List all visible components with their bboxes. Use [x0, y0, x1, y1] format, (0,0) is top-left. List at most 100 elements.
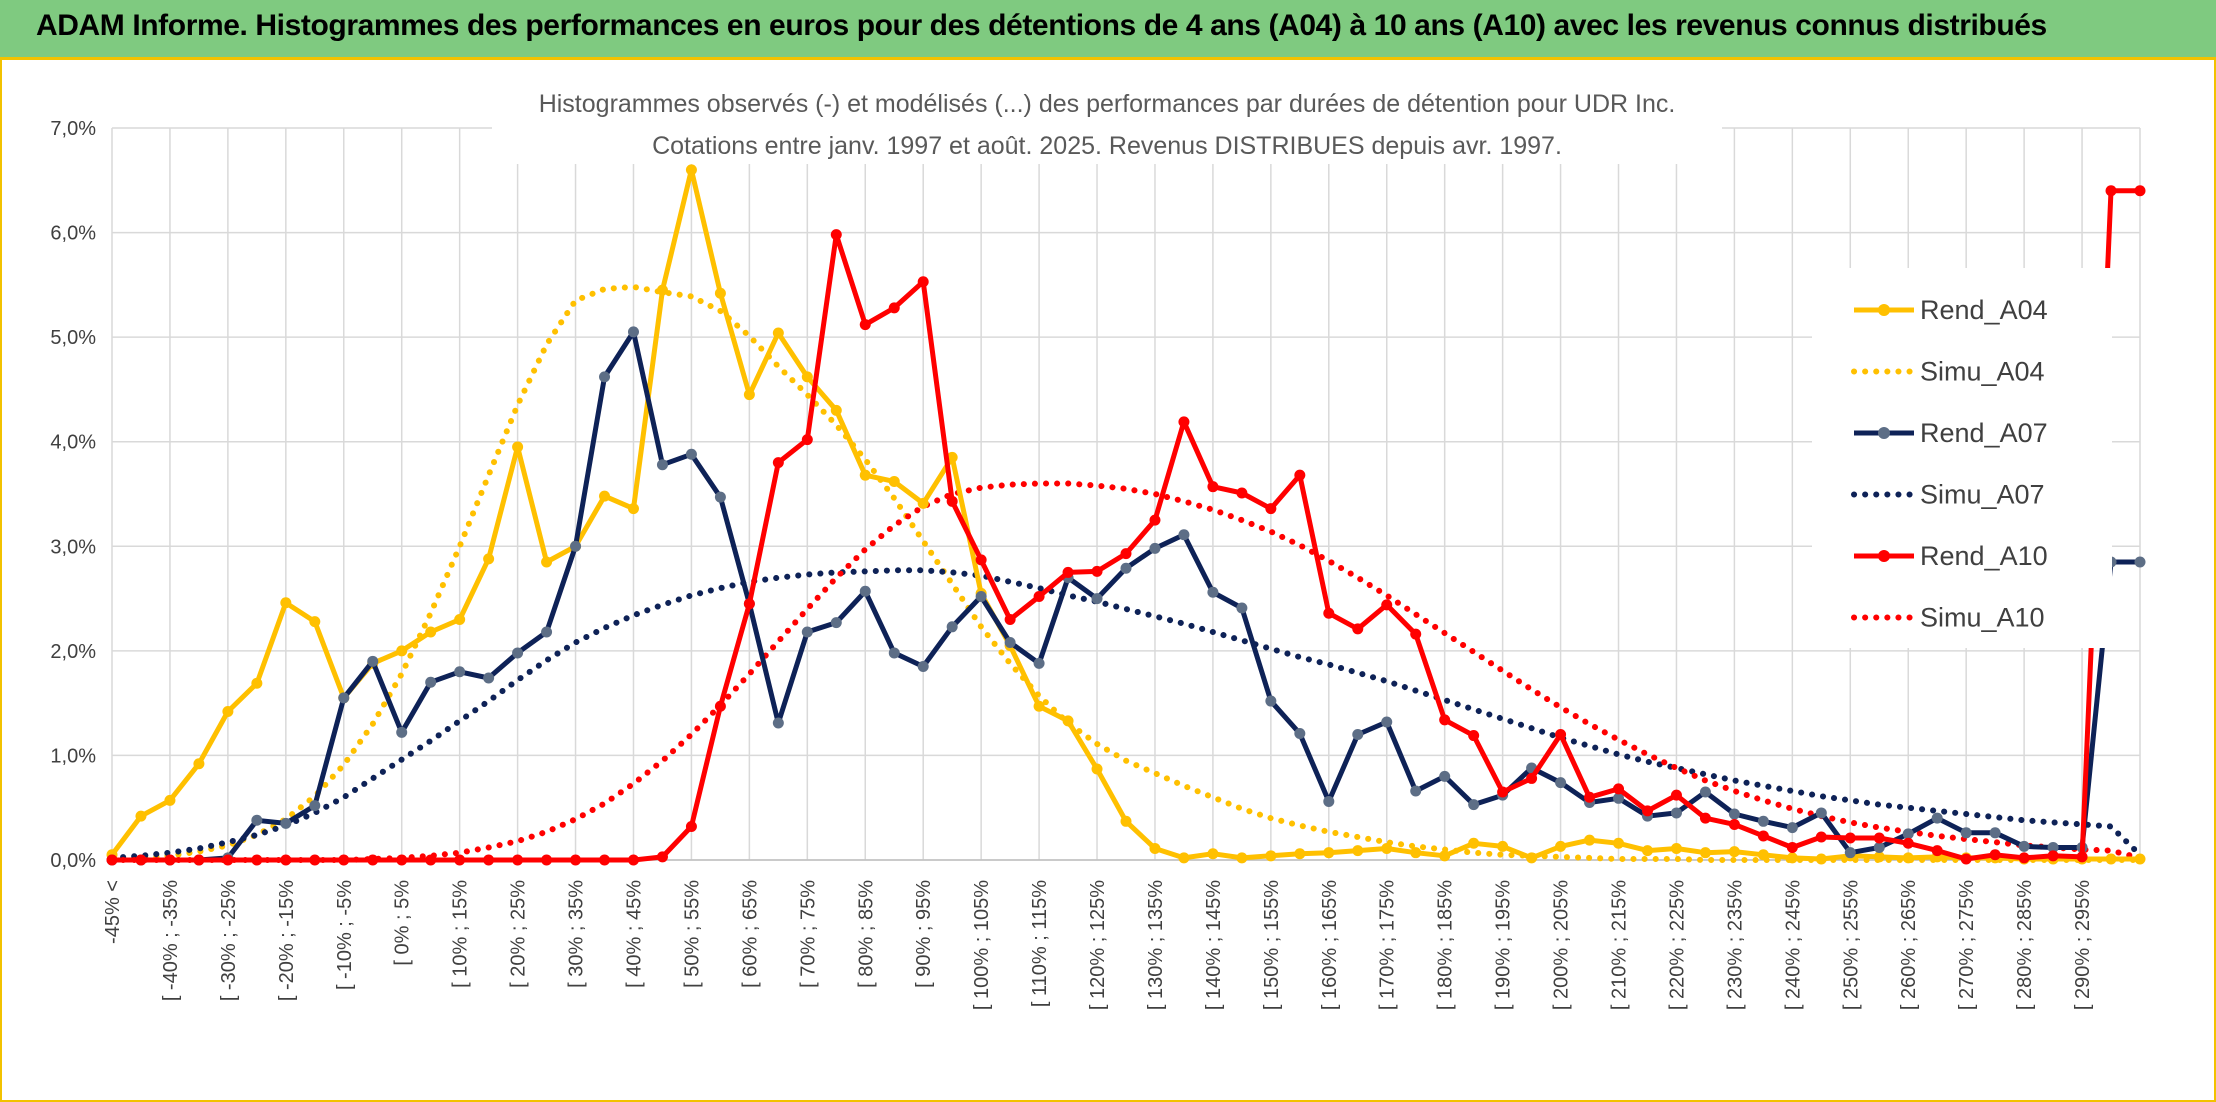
chart-frame: 0,0% 1,0% 2,0% 3,0% 4,0% 5,0% 6,0% 7,0% -45% < [… [0, 60, 2216, 1102]
data-point [1699, 786, 1711, 798]
data-point [627, 326, 639, 338]
data-point [1873, 851, 1885, 863]
x-tick-label: [ 70% ; 75% [797, 880, 819, 988]
data-point [1757, 815, 1769, 827]
y-axis: 0,0% 1,0% 2,0% 3,0% 4,0% 5,0% 6,0% 7,0% [50, 118, 96, 872]
data-point [1728, 808, 1740, 820]
data-point [1178, 416, 1190, 428]
data-point [454, 854, 466, 866]
data-point [975, 590, 987, 602]
legend: Rend_A04 Simu_A04 Rend_A07 Simu_A07 Rend_A10… [1812, 268, 2112, 648]
data-point [772, 327, 784, 339]
data-point [193, 854, 205, 866]
data-point [454, 666, 466, 678]
data-point [1728, 818, 1740, 830]
data-point [1294, 848, 1306, 860]
data-point [1062, 566, 1074, 578]
data-point [1410, 847, 1422, 859]
x-tick-label: -45% < [102, 880, 124, 944]
data-point [1323, 847, 1335, 859]
data-point [1902, 828, 1914, 840]
data-point [1236, 852, 1248, 864]
data-point [1960, 853, 1972, 865]
data-point [1178, 529, 1190, 541]
y-tick-label: 2,0% [50, 641, 96, 663]
data-point [454, 613, 466, 625]
legend-marker [1878, 550, 1890, 562]
data-point [1323, 607, 1335, 619]
chart-title-backing [492, 126, 1722, 164]
data-point [599, 371, 611, 383]
x-tick-label: [ 30% ; 35% [566, 880, 588, 988]
data-point [1786, 822, 1798, 834]
data-point [801, 626, 813, 638]
data-point [222, 854, 234, 866]
data-point [1584, 834, 1596, 846]
data-point [1902, 837, 1914, 849]
x-tick-label: [ 180% ; 185% [1435, 880, 1457, 1010]
data-point [367, 854, 379, 866]
data-point [1004, 636, 1016, 648]
data-point [656, 851, 668, 863]
y-tick-label: 7,0% [50, 118, 96, 140]
data-point [830, 229, 842, 241]
x-tick-label: [ 50% ; 55% [681, 880, 703, 988]
data-point [1033, 657, 1045, 669]
data-point [2134, 556, 2146, 568]
data-point [1120, 548, 1132, 560]
data-point [1526, 772, 1538, 784]
data-point [483, 672, 495, 684]
series-line-simu_a10 [109, 480, 2143, 863]
y-tick-label: 6,0% [50, 223, 96, 245]
data-point [1786, 841, 1798, 853]
data-point [1873, 841, 1885, 853]
data-point [888, 475, 900, 487]
x-tick-label: [ -40% ; -35% [160, 880, 182, 1001]
data-point [1613, 783, 1625, 795]
x-tick-label: [ 80% ; 85% [855, 880, 877, 988]
data-point [2134, 853, 2146, 865]
data-point [1091, 565, 1103, 577]
data-point [946, 451, 958, 463]
data-point [135, 810, 147, 822]
data-point [512, 647, 524, 659]
data-point [1149, 542, 1161, 554]
series-line-simu_a07 [109, 567, 2143, 861]
data-point [1728, 846, 1740, 858]
data-point [772, 457, 784, 469]
data-point [743, 598, 755, 610]
data-point [309, 616, 321, 628]
data-point [627, 503, 639, 515]
data-point [685, 164, 697, 176]
data-point [946, 621, 958, 633]
data-point [280, 597, 292, 609]
data-point [1613, 792, 1625, 804]
data-point [1236, 487, 1248, 499]
data-point [541, 854, 553, 866]
page-title: ADAM Informe. Histogrammes des performan… [36, 9, 2047, 42]
x-tick-label: [ 270% ; 275% [1956, 880, 1978, 1010]
legend-marker [1878, 304, 1890, 316]
x-tick-label: [ 60% ; 65% [739, 880, 761, 988]
data-point [2018, 840, 2030, 852]
data-point [396, 726, 408, 738]
legend-label: Rend_A07 [1920, 418, 2048, 448]
data-point [1815, 853, 1827, 865]
y-tick-label: 4,0% [50, 432, 96, 454]
header-banner: ADAM Informe. Histogrammes des performan… [0, 0, 2216, 60]
data-point [1670, 807, 1682, 819]
x-tick-label: [ -30% ; -25% [218, 880, 240, 1001]
data-point [512, 854, 524, 866]
y-tick-label: 1,0% [50, 745, 96, 767]
data-point [1410, 628, 1422, 640]
data-point [251, 677, 263, 689]
data-point [396, 854, 408, 866]
data-point [2105, 853, 2117, 865]
legend-label: Rend_A04 [1920, 295, 2048, 325]
x-tick-label: [ -10% ; -5% [334, 880, 356, 990]
data-point [338, 854, 350, 866]
data-point [1468, 799, 1480, 811]
data-point [425, 626, 437, 638]
data-point [193, 758, 205, 770]
data-point [1960, 827, 1972, 839]
